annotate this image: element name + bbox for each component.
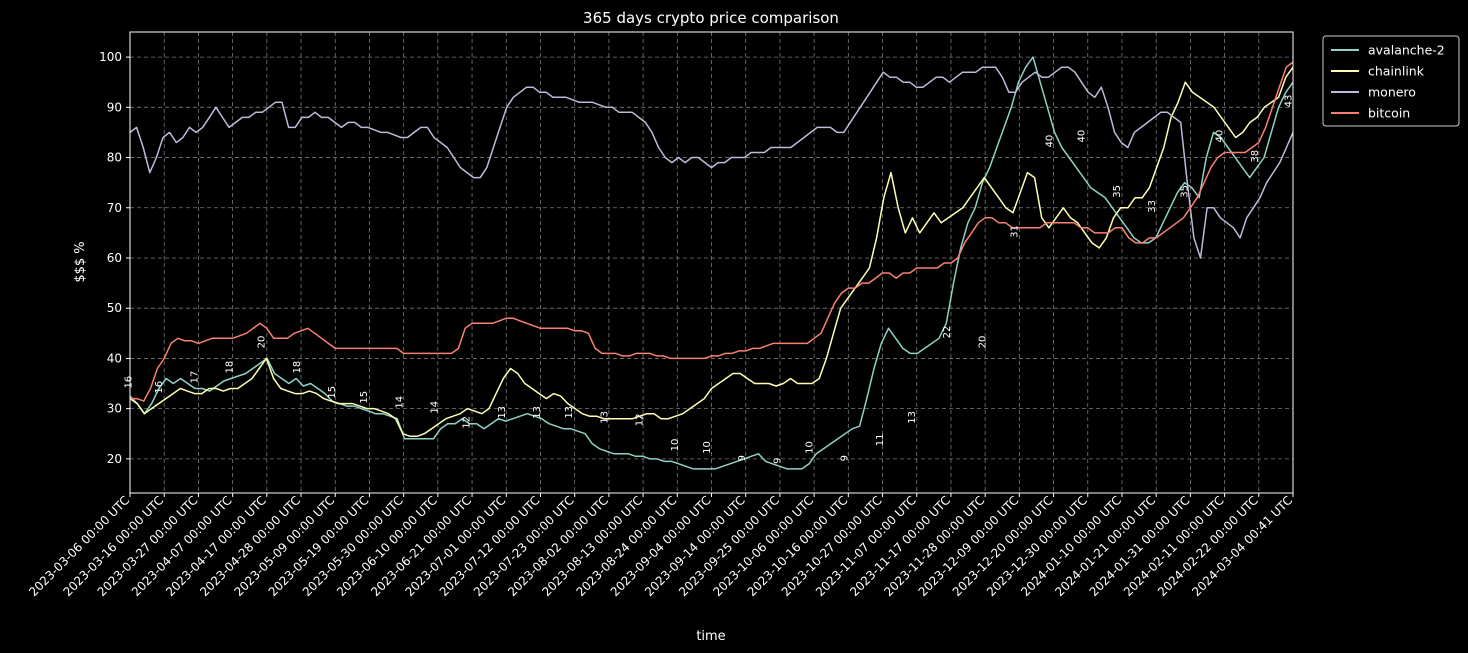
annotation-label: 18 (225, 361, 236, 374)
annotation-label: 35 (1179, 185, 1190, 198)
annotation-label: 12 (462, 416, 473, 429)
series-line-chainlink (129, 66, 1294, 438)
annotation-label: 16 (124, 376, 135, 389)
annotation-label: 33 (1147, 200, 1158, 213)
annotation-label: 40 (1215, 130, 1226, 143)
annotation-label: 13 (599, 411, 610, 424)
annotation-label: 20 (977, 336, 988, 349)
annotation-label: 10 (670, 439, 681, 452)
annotation-label: 9 (840, 455, 851, 461)
annotation-label: 13 (497, 406, 508, 419)
annotation-label: 20 (257, 336, 268, 349)
y-tick-label: 30 (107, 402, 122, 416)
series-line-monero (129, 66, 1294, 259)
series-layer (129, 56, 1294, 470)
annotation-label: 17 (189, 371, 200, 384)
y-tick-label: 70 (107, 201, 122, 215)
y-axis-label: $$$ % (73, 241, 88, 282)
y-tick-label: 100 (99, 50, 122, 64)
y-tick-label: 90 (107, 100, 122, 114)
legend-label: monero (1368, 85, 1416, 100)
annotation-label: 14 (394, 396, 405, 409)
annotation-label: 12 (635, 413, 646, 426)
annotation-label: 10 (804, 441, 815, 454)
legend-label: chainlink (1368, 64, 1425, 79)
legend-label: bitcoin (1368, 106, 1410, 121)
annotation-label: 35 (1112, 185, 1123, 198)
y-tick-label: 20 (107, 452, 122, 466)
x-axis-label: time (696, 629, 725, 644)
series-line-avalanche-2 (129, 56, 1294, 470)
annotation-label: 13 (907, 411, 918, 424)
y-tick-label: 40 (107, 351, 122, 365)
annotation-label: 15 (327, 386, 338, 399)
annotation-label: 31 (1009, 225, 1020, 238)
annotation-label: 40 (1045, 135, 1056, 148)
annotation-label: 11 (875, 434, 886, 447)
annotation-label: 9 (737, 455, 748, 461)
annotation-label: 9 (772, 457, 783, 463)
annotation-label: 14 (430, 401, 441, 414)
y-tick-label: 60 (107, 251, 122, 265)
series-line-bitcoin (130, 61, 1294, 402)
annotation-label: 40 (1077, 130, 1088, 143)
annotation-label: 13 (532, 406, 543, 419)
annotation-label: 16 (154, 381, 165, 394)
y-tick-label: 80 (107, 151, 122, 165)
annotation-label: 13 (564, 406, 575, 419)
annotation-label: 15 (359, 391, 370, 404)
legend-box (1322, 35, 1460, 127)
chart-title: 365 days crypto price comparison (583, 9, 839, 27)
annotation-label: 10 (702, 441, 713, 454)
y-tick-label: 50 (107, 301, 122, 315)
annotation-label: 18 (292, 361, 303, 374)
y-axis-ticks: 20 30 40 50 60 70 80 90 100 (99, 50, 130, 466)
legend-label: avalanche-2 (1368, 43, 1445, 58)
legend: avalanche-2 chainlink monero bitcoin (1322, 35, 1460, 127)
annotations: 16 16 17 18 20 18 15 15 14 14 12 13 13 13 13 12 10 10 9 9 10… (124, 95, 1295, 464)
grid (129, 32, 1294, 493)
annotation-label: 43 (1283, 95, 1294, 108)
annotation-label: 22 (942, 326, 953, 339)
annotation-label: 38 (1250, 150, 1261, 163)
